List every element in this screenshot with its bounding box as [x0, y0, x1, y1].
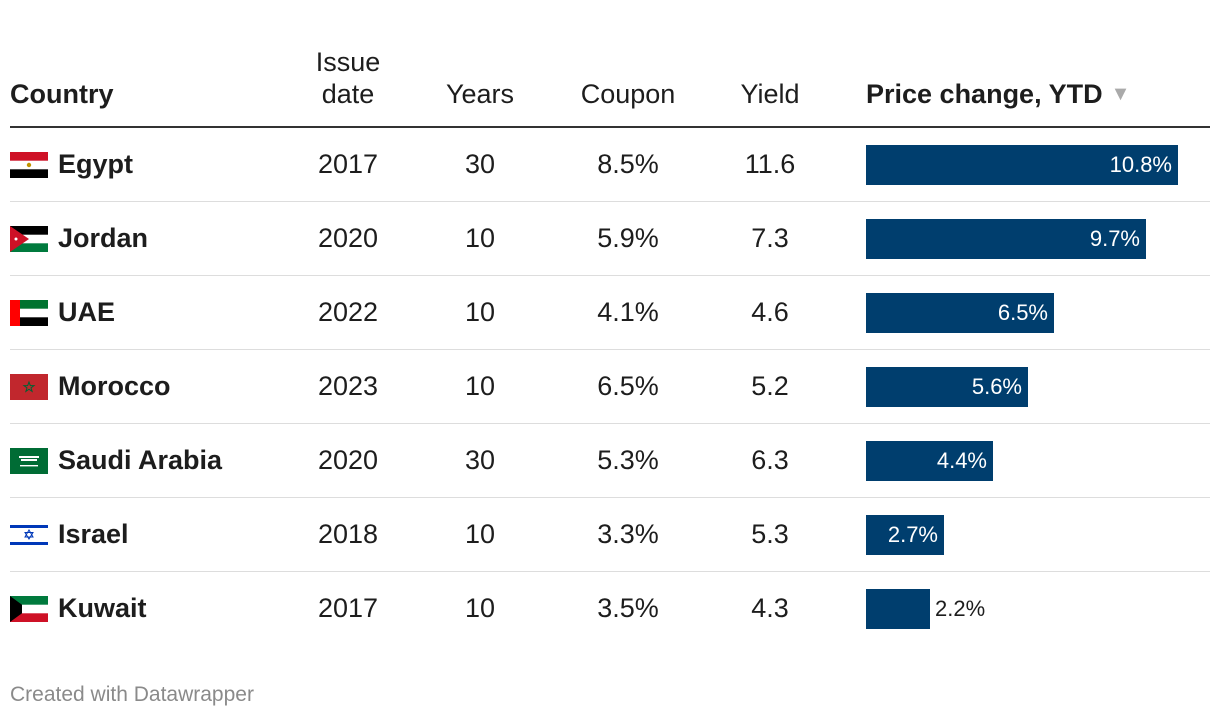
yield-cell: 6.3 [751, 445, 789, 475]
country-name: Israel [58, 519, 129, 549]
jordan-flag-icon [10, 225, 58, 252]
country-cell: Saudi Arabia [10, 424, 222, 497]
country-name: UAE [58, 297, 116, 327]
country-cell: Jordan [10, 202, 148, 275]
price-change-cell: 2.2% [866, 572, 1210, 645]
issue-date-cell: 2017 [317, 149, 379, 179]
price-change-bar [866, 145, 1178, 185]
yield-cell: 4.3 [751, 593, 789, 623]
yield-cell: 7.3 [751, 223, 789, 253]
country-name: Morocco [58, 371, 171, 401]
header-coupon[interactable]: Coupon [580, 79, 676, 109]
header-price-change[interactable]: Price change, YTD ▼ [866, 78, 1130, 110]
issue-date-cell: 2022 [317, 297, 379, 327]
country-cell: Kuwait [10, 572, 147, 645]
header-issue-date[interactable]: Issue date [288, 46, 408, 110]
coupon-cell: 3.3% [597, 519, 659, 549]
saudi-arabia-flag-icon [10, 447, 58, 474]
country-name: Jordan [58, 223, 149, 253]
coupon-cell: 5.9% [597, 223, 659, 253]
data-table: Country Issue date Years Coupon Yield Pr… [10, 0, 1210, 646]
years-cell: 10 [464, 593, 496, 623]
table-row: Kuwait 2017 10 3.5% 4.3 2.2% [10, 572, 1210, 646]
table-header: Country Issue date Years Coupon Yield Pr… [10, 0, 1210, 128]
header-years[interactable]: Years [445, 79, 515, 109]
price-change-bar [866, 441, 993, 481]
table-row: Saudi Arabia 2020 30 5.3% 6.3 4.4% [10, 424, 1210, 498]
country-cell: Egypt [10, 128, 133, 201]
price-change-cell: 2.7% [866, 498, 1210, 571]
years-cell: 30 [464, 445, 496, 475]
coupon-cell: 6.5% [597, 371, 659, 401]
price-change-label: 5.6% [971, 374, 1022, 399]
uae-flag-icon [10, 299, 58, 326]
table-body: Egypt 2017 30 8.5% 11.6 10.8% Jordan 2020 10 5.9%… [10, 128, 1210, 646]
price-change-label: 2.7% [887, 522, 938, 547]
price-change-bar [866, 219, 1146, 259]
table-row: Morocco 2023 10 6.5% 5.2 5.6% [10, 350, 1210, 424]
years-cell: 10 [464, 223, 496, 253]
years-cell: 10 [464, 297, 496, 327]
issue-date-cell: 2018 [317, 519, 379, 549]
header-price-label: Price change, YTD [866, 79, 1103, 109]
price-change-label: 4.4% [936, 448, 987, 473]
morocco-flag-icon [10, 373, 58, 400]
coupon-cell: 3.5% [597, 593, 659, 623]
table-row: UAE 2022 10 4.1% 4.6 6.5% [10, 276, 1210, 350]
years-cell: 10 [464, 371, 496, 401]
issue-date-cell: 2017 [317, 593, 379, 623]
table-row: Israel 2018 10 3.3% 5.3 2.7% [10, 498, 1210, 572]
yield-cell: 5.2 [751, 371, 789, 401]
coupon-cell: 5.3% [597, 445, 659, 475]
kuwait-flag-icon [10, 595, 58, 622]
price-change-label: 10.8% [1109, 152, 1172, 177]
price-change-label: 6.5% [997, 300, 1048, 325]
header-issue-line1: Issue [315, 47, 381, 77]
egypt-flag-icon [10, 151, 58, 178]
country-name: Egypt [58, 149, 134, 179]
price-change-cell: 9.7% [866, 202, 1210, 275]
price-change-bar [866, 589, 930, 629]
price-change-bar [866, 293, 1054, 333]
issue-date-cell: 2023 [317, 371, 379, 401]
price-change-cell: 6.5% [866, 276, 1210, 349]
country-name: Saudi Arabia [58, 445, 223, 475]
table-row: Jordan 2020 10 5.9% 7.3 9.7% [10, 202, 1210, 276]
country-cell: UAE [10, 276, 115, 349]
yield-cell: 5.3 [751, 519, 789, 549]
issue-date-cell: 2020 [317, 445, 379, 475]
country-cell: Morocco [10, 350, 171, 423]
years-cell: 30 [464, 149, 496, 179]
table-row: Egypt 2017 30 8.5% 11.6 10.8% [10, 128, 1210, 202]
price-change-cell: 4.4% [866, 424, 1210, 497]
price-change-bar [866, 367, 1028, 407]
header-issue-line2: date [321, 79, 375, 109]
price-change-bar [866, 515, 944, 555]
issue-date-cell: 2020 [317, 223, 379, 253]
country-cell: Israel [10, 498, 129, 571]
price-change-label: 9.7% [1089, 226, 1140, 251]
yield-cell: 11.6 [744, 149, 796, 179]
sort-descending-icon[interactable]: ▼ [1110, 83, 1131, 105]
coupon-cell: 8.5% [597, 149, 659, 179]
years-cell: 10 [464, 519, 496, 549]
israel-flag-icon [10, 521, 58, 548]
header-yield[interactable]: Yield [740, 79, 800, 109]
footer-credit: Created with Datawrapper [10, 683, 254, 706]
price-change-label: 2.2% [935, 596, 986, 621]
price-change-cell: 10.8% [866, 128, 1210, 201]
price-change-cell: 5.6% [866, 350, 1210, 423]
coupon-cell: 4.1% [597, 297, 659, 327]
country-name: Kuwait [58, 593, 147, 623]
yield-cell: 4.6 [751, 297, 789, 327]
header-country[interactable]: Country [10, 79, 114, 109]
